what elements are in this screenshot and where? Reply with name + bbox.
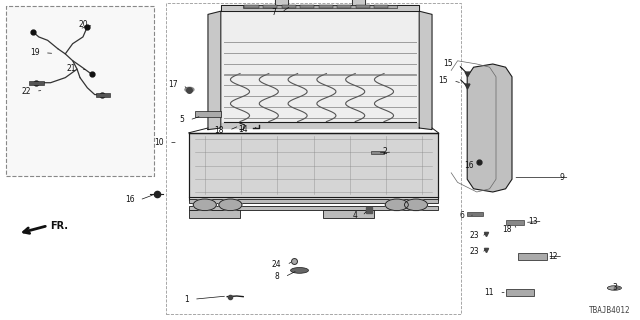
Text: 12: 12: [548, 252, 558, 261]
Text: 7: 7: [271, 8, 276, 17]
Text: FR.: FR.: [50, 220, 68, 231]
Text: 23: 23: [469, 231, 479, 240]
Circle shape: [219, 199, 242, 211]
Text: 15: 15: [438, 76, 448, 85]
Circle shape: [404, 199, 428, 211]
Bar: [506, 289, 534, 296]
Bar: [467, 212, 483, 216]
Bar: [356, 5, 370, 8]
Text: 20: 20: [79, 20, 88, 29]
Text: 4: 4: [352, 212, 357, 220]
Text: 10: 10: [154, 138, 164, 147]
Bar: [263, 5, 277, 8]
Circle shape: [193, 199, 216, 211]
Text: 6: 6: [459, 212, 464, 220]
Polygon shape: [467, 64, 512, 192]
Text: 16: 16: [464, 161, 474, 170]
Text: 23: 23: [469, 247, 479, 256]
Text: 18: 18: [214, 126, 224, 135]
Bar: [96, 93, 110, 97]
Bar: [166, 3, 461, 314]
Bar: [189, 199, 438, 203]
Bar: [243, 5, 397, 8]
Text: 9: 9: [559, 173, 564, 182]
Text: 15: 15: [444, 60, 453, 68]
Text: 16: 16: [125, 196, 134, 204]
Text: 19: 19: [30, 48, 40, 57]
Circle shape: [385, 199, 408, 211]
Polygon shape: [352, 0, 365, 5]
Bar: [374, 5, 388, 8]
Ellipse shape: [291, 268, 308, 273]
Polygon shape: [221, 123, 419, 128]
Polygon shape: [208, 11, 221, 130]
Ellipse shape: [607, 286, 621, 290]
Polygon shape: [419, 11, 432, 130]
Bar: [337, 5, 351, 8]
Bar: [323, 210, 374, 218]
Polygon shape: [189, 133, 438, 200]
Text: 11: 11: [484, 288, 494, 297]
Text: 17: 17: [168, 80, 178, 89]
Bar: [518, 253, 547, 260]
Text: 18: 18: [502, 225, 512, 234]
Bar: [300, 5, 314, 8]
Bar: [6, 6, 154, 176]
Bar: [244, 5, 259, 8]
Bar: [282, 5, 296, 8]
Text: 13: 13: [528, 217, 538, 226]
Bar: [29, 81, 44, 84]
Bar: [319, 5, 333, 8]
Bar: [189, 206, 438, 210]
Text: 2: 2: [383, 148, 387, 156]
Bar: [189, 210, 240, 218]
Text: 8: 8: [275, 272, 280, 281]
Text: 5: 5: [179, 116, 184, 124]
Polygon shape: [221, 11, 419, 123]
Text: 14: 14: [238, 125, 248, 134]
Text: 22: 22: [21, 87, 31, 96]
Polygon shape: [275, 0, 288, 5]
Bar: [371, 151, 384, 154]
Text: 24: 24: [272, 260, 282, 269]
Text: 1: 1: [184, 295, 189, 304]
Text: TBAJB4012: TBAJB4012: [589, 306, 630, 315]
Text: 3: 3: [612, 284, 618, 292]
Polygon shape: [221, 5, 419, 11]
Bar: [195, 111, 221, 117]
Bar: [506, 220, 524, 225]
Text: 21: 21: [66, 64, 76, 73]
Circle shape: [185, 87, 194, 92]
